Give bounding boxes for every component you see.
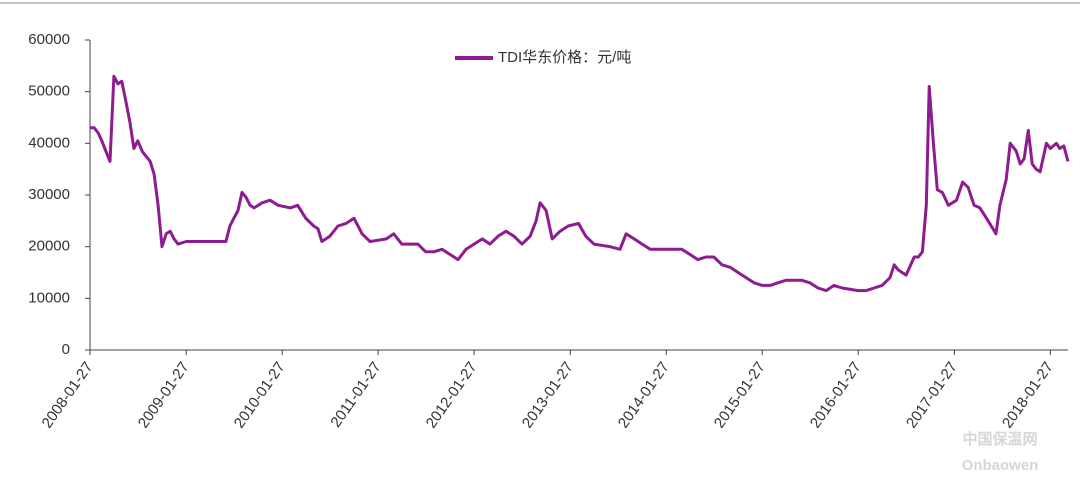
x-tick-label: 2018-01-27 (999, 359, 1057, 432)
y-tick-label: 60000 (28, 31, 70, 48)
y-tick-label: 20000 (28, 238, 70, 255)
y-tick-label: 50000 (28, 83, 70, 100)
x-tick-label: 2010-01-27 (231, 359, 289, 432)
x-tick-label: 2015-01-27 (711, 359, 769, 432)
x-tick-label: 2012-01-27 (423, 359, 481, 432)
watermark: Onbaowen (962, 457, 1039, 474)
x-tick-label: 2009-01-27 (135, 359, 193, 432)
x-tick-label: 2008-01-27 (39, 359, 97, 432)
x-tick-label: 2011-01-27 (327, 359, 384, 431)
x-tick-label: 2017-01-27 (903, 359, 961, 432)
y-tick-label: 10000 (28, 289, 70, 306)
y-tick-label: 30000 (28, 186, 70, 203)
y-tick-label: 0 (62, 341, 70, 358)
y-tick-label: 40000 (28, 134, 70, 151)
x-tick-label: 2016-01-27 (807, 359, 865, 432)
legend-label: TDI华东价格：元/吨 (498, 49, 631, 66)
x-tick-label: 2014-01-27 (615, 359, 673, 432)
watermark: 中国保温网 (962, 430, 1037, 448)
x-tick-label: 2013-01-27 (519, 359, 577, 432)
price-line (90, 74, 1070, 293)
